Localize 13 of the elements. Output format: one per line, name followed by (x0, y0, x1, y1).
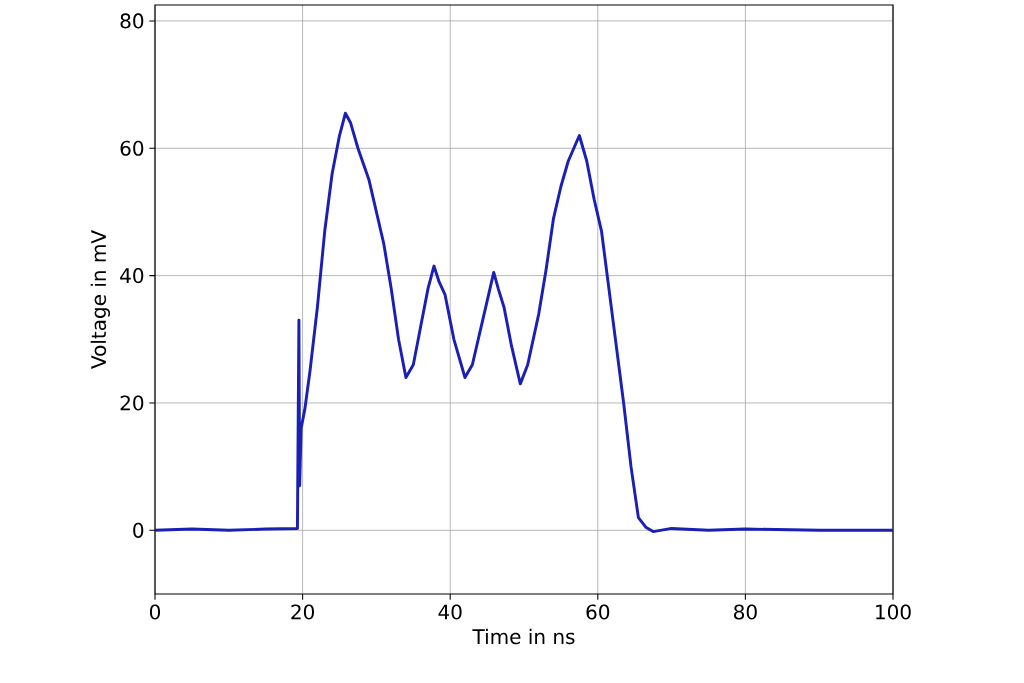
x-tick-label: 80 (734, 604, 757, 620)
y-axis-title: Voltage in mV (90, 230, 110, 369)
y-tick-label: 80 (120, 13, 144, 29)
x-tick-label: 60 (586, 604, 610, 620)
y-tick-label: 40 (120, 268, 144, 284)
x-tick-label: 40 (438, 604, 462, 620)
y-tick-label: 0 (133, 522, 144, 538)
x-tick-label: 20 (291, 604, 314, 620)
x-tick-label: 0 (149, 604, 161, 620)
x-axis-title: Time in ns (472, 628, 575, 645)
x-tick-label: 100 (876, 604, 911, 620)
y-tick-label: 20 (120, 395, 144, 411)
y-tick-label: 60 (120, 140, 144, 156)
